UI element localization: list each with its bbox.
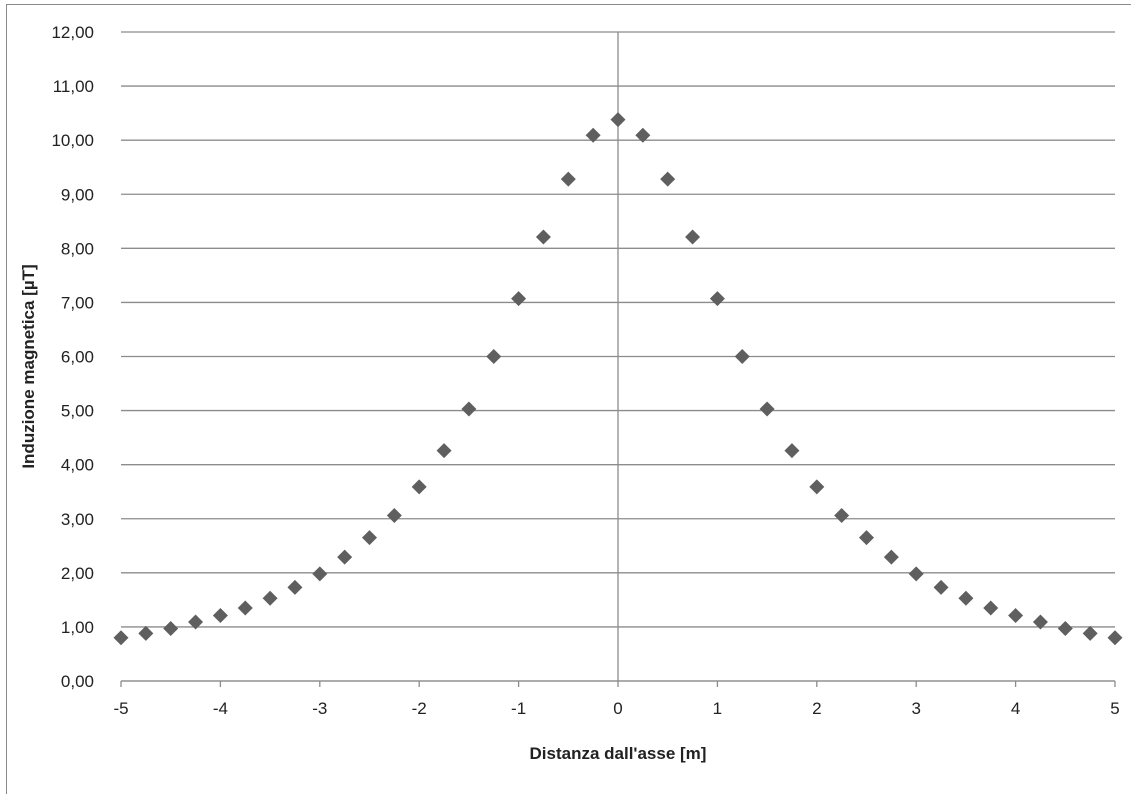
data-point bbox=[1032, 614, 1048, 630]
data-point bbox=[461, 401, 477, 417]
x-tick-label-0: -5 bbox=[113, 699, 128, 718]
data-point bbox=[560, 171, 576, 187]
y-tick-label-9: 9,00 bbox=[61, 185, 94, 204]
data-point bbox=[610, 112, 626, 128]
data-point bbox=[1107, 630, 1123, 646]
data-point bbox=[188, 614, 204, 630]
x-axis-title: Distanza dall'asse [m] bbox=[530, 744, 707, 763]
data-point bbox=[337, 549, 353, 565]
data-point bbox=[635, 127, 651, 143]
x-tick-label-3: -2 bbox=[412, 699, 427, 718]
data-points bbox=[113, 112, 1123, 646]
data-point bbox=[212, 608, 228, 624]
y-tick-label-5: 5,00 bbox=[61, 402, 94, 421]
y-tick-label-7: 7,00 bbox=[61, 293, 94, 312]
data-point bbox=[1082, 625, 1098, 641]
data-point bbox=[535, 229, 551, 245]
x-tick-label-10: 5 bbox=[1110, 699, 1119, 718]
y-tick-label-6: 6,00 bbox=[61, 348, 94, 367]
y-tick-label-1: 1,00 bbox=[61, 618, 94, 637]
data-point bbox=[386, 508, 402, 524]
x-axis-tick-labels: -5 -4 -3 -2 -1 0 1 2 3 4 5 bbox=[113, 699, 1119, 718]
x-tick-label-9: 4 bbox=[1011, 699, 1020, 718]
y-tick-label-4: 4,00 bbox=[61, 456, 94, 475]
data-point bbox=[411, 479, 427, 495]
data-point bbox=[1057, 621, 1073, 637]
data-point bbox=[709, 291, 725, 307]
data-point bbox=[784, 443, 800, 459]
data-point bbox=[287, 579, 303, 595]
data-point bbox=[660, 171, 676, 187]
y-tick-label-11: 11,00 bbox=[53, 77, 94, 96]
data-point bbox=[958, 590, 974, 606]
y-tick-label-2: 2,00 bbox=[61, 564, 94, 583]
data-point bbox=[362, 530, 377, 546]
x-tick-label-7: 2 bbox=[812, 699, 821, 718]
data-point bbox=[113, 630, 129, 646]
data-point bbox=[585, 127, 601, 143]
data-point bbox=[908, 566, 924, 582]
data-point bbox=[262, 590, 278, 606]
data-point bbox=[933, 579, 949, 595]
x-tick-label-6: 1 bbox=[713, 699, 722, 718]
y-axis-tick-labels: 0,00 1,00 2,00 3,00 4,00 5,00 6,00 7,00 8,00 9,00… bbox=[51, 23, 94, 691]
data-point bbox=[883, 549, 899, 565]
y-tick-label-12: 12,00 bbox=[51, 23, 94, 42]
data-point bbox=[759, 401, 775, 417]
data-point bbox=[163, 621, 179, 637]
data-point bbox=[685, 229, 701, 245]
axes bbox=[120, 32, 1116, 687]
data-point bbox=[511, 291, 527, 307]
data-point bbox=[486, 349, 502, 364]
data-point bbox=[436, 443, 452, 459]
data-point bbox=[983, 600, 999, 616]
chart-area bbox=[6, 4, 1131, 794]
data-point bbox=[312, 566, 328, 582]
y-tick-label-8: 8,00 bbox=[61, 239, 94, 258]
x-tick-label-8: 3 bbox=[911, 699, 920, 718]
x-tick-label-1: -4 bbox=[213, 699, 228, 718]
data-point bbox=[237, 600, 253, 616]
data-point bbox=[859, 530, 874, 546]
data-point bbox=[834, 508, 850, 524]
y-tick-label-0: 0,00 bbox=[61, 672, 94, 691]
x-tick-label-5: 0 bbox=[613, 699, 622, 718]
data-point bbox=[734, 349, 750, 364]
y-tick-label-10: 10,00 bbox=[51, 131, 94, 150]
data-point bbox=[138, 625, 154, 641]
x-tick-label-4: -1 bbox=[511, 699, 526, 718]
data-point bbox=[809, 479, 825, 495]
y-axis-title: Induzione magnetica [µT] bbox=[19, 264, 38, 468]
data-point bbox=[1008, 608, 1024, 624]
y-tick-label-3: 3,00 bbox=[61, 510, 94, 529]
x-tick-label-2: -3 bbox=[312, 699, 327, 718]
